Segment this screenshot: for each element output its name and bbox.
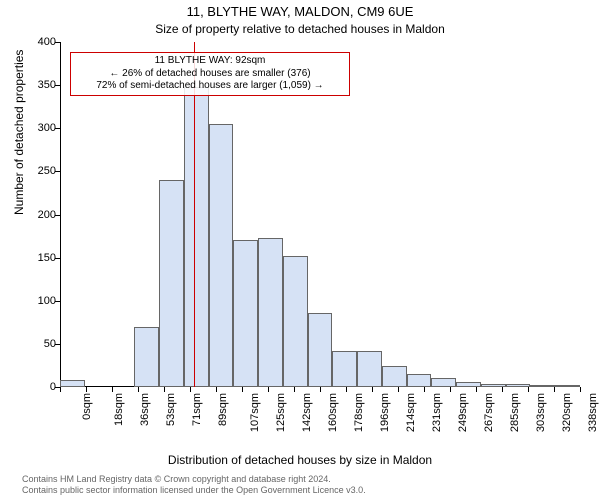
y-tick: 350 [16, 79, 56, 91]
x-axis-label: Distribution of detached houses by size … [0, 453, 600, 467]
histogram-bar [530, 385, 555, 387]
y-tick: 200 [16, 209, 56, 221]
y-axis-line [60, 42, 61, 387]
histogram-bar [456, 382, 481, 387]
histogram-bar [357, 351, 382, 387]
histogram-bar [134, 327, 159, 387]
histogram-bar [555, 385, 580, 387]
histogram-bar [209, 124, 234, 387]
annotation-line-2: ← 26% of detached houses are smaller (37… [75, 68, 345, 81]
x-tick: 231sqm [431, 393, 443, 432]
histogram-bar [308, 313, 333, 387]
histogram-bar [159, 180, 184, 387]
x-tick: 89sqm [217, 393, 229, 426]
chart-container: 11, BLYTHE WAY, MALDON, CM9 6UE Size of … [0, 0, 600, 500]
y-tick: 100 [16, 295, 56, 307]
x-tick: 142sqm [301, 393, 313, 432]
x-tick: 160sqm [327, 393, 339, 432]
x-tick: 53sqm [165, 393, 177, 426]
chart-title: 11, BLYTHE WAY, MALDON, CM9 6UE [0, 4, 600, 19]
histogram-bar [431, 378, 456, 387]
annotation-box: 11 BLYTHE WAY: 92sqm ← 26% of detached h… [70, 52, 350, 96]
histogram-bar [184, 87, 209, 387]
histogram-bar [233, 240, 258, 387]
x-tick: 196sqm [379, 393, 391, 432]
y-tick: 0 [16, 381, 56, 393]
y-tick: 50 [16, 338, 56, 350]
x-tick: 285sqm [509, 393, 521, 432]
x-tick: 338sqm [587, 393, 599, 432]
chart-subtitle: Size of property relative to detached ho… [0, 22, 600, 36]
histogram-bar [283, 256, 308, 387]
x-tick: 249sqm [457, 393, 469, 432]
y-tick: 250 [16, 165, 56, 177]
x-tick: 214sqm [405, 393, 417, 432]
footer-attribution: Contains HM Land Registry data © Crown c… [22, 474, 366, 496]
x-tick: 125sqm [275, 393, 287, 432]
footer-line-2: Contains public sector information licen… [22, 485, 366, 496]
x-tick: 267sqm [483, 393, 495, 432]
x-tick: 71sqm [191, 393, 203, 426]
y-tick: 150 [16, 252, 56, 264]
x-tick: 18sqm [113, 393, 125, 426]
x-tick: 36sqm [139, 393, 151, 426]
x-tick: 178sqm [353, 393, 365, 432]
histogram-bar [332, 351, 357, 387]
histogram-bar [506, 384, 531, 387]
histogram-bar [60, 380, 85, 387]
histogram-bar [258, 238, 283, 387]
annotation-line-3: 72% of semi-detached houses are larger (… [75, 80, 345, 93]
histogram-bar [407, 374, 432, 387]
y-tick: 400 [16, 36, 56, 48]
x-tick: 320sqm [561, 393, 573, 432]
histogram-bar [382, 366, 407, 387]
x-tick: 0sqm [81, 393, 93, 420]
y-tick: 300 [16, 122, 56, 134]
annotation-line-1: 11 BLYTHE WAY: 92sqm [75, 55, 345, 68]
x-tick: 303sqm [535, 393, 547, 432]
footer-line-1: Contains HM Land Registry data © Crown c… [22, 474, 366, 485]
x-tick: 107sqm [249, 393, 261, 432]
